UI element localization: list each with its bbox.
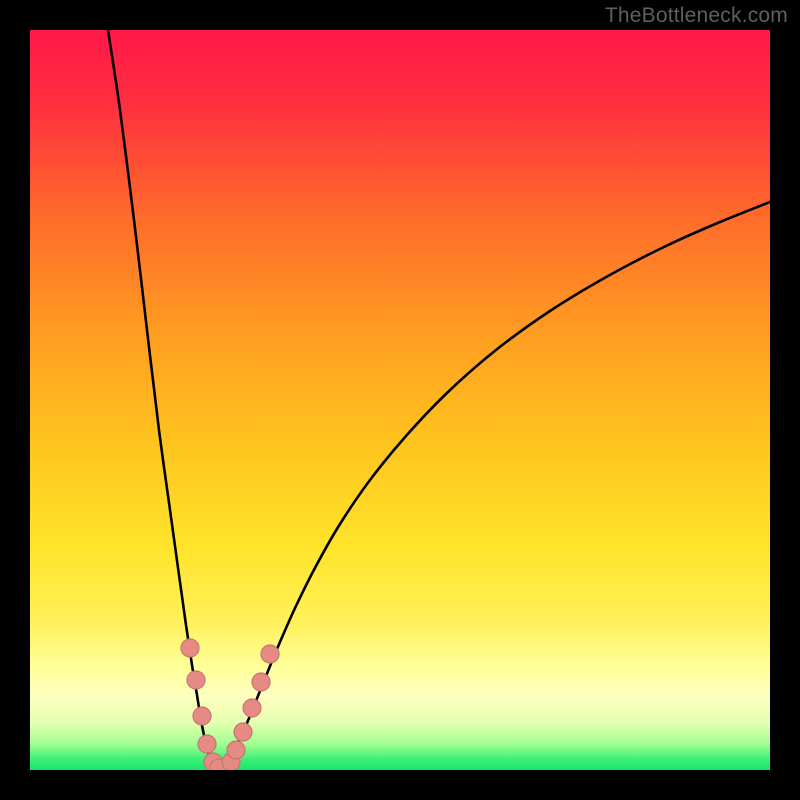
curve-left (108, 30, 217, 770)
watermark-text: TheBottleneck.com (605, 4, 788, 28)
valley-marker (243, 699, 261, 717)
chart-root: TheBottleneck.com (0, 0, 800, 800)
valley-marker (187, 671, 205, 689)
valley-marker (261, 645, 279, 663)
curve-right (217, 202, 770, 770)
valley-markers (181, 639, 279, 770)
valley-marker (193, 707, 211, 725)
curves-layer (30, 30, 770, 770)
valley-marker (252, 673, 270, 691)
plot-area (30, 30, 770, 770)
valley-marker (181, 639, 199, 657)
valley-marker (234, 723, 252, 741)
valley-marker (227, 741, 245, 759)
valley-marker (198, 735, 216, 753)
